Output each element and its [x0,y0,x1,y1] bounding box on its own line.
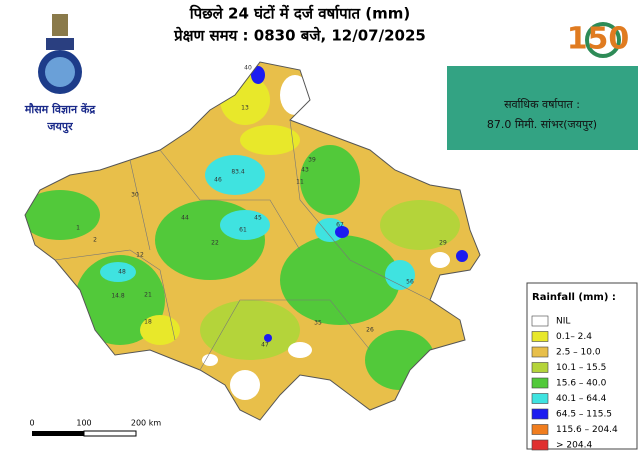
legend-label: NIL [556,317,570,327]
title: पिछले 24 घंटों में दर्ज वर्षापात (mm) [189,5,411,23]
legend-label: 64.5 – 115.5 [556,410,612,420]
legend-label: 10.1 – 15.5 [556,363,606,373]
station-value: 61 [239,227,247,234]
station-value: 22 [211,240,219,247]
station-value: 26 [366,327,374,334]
station-value: 40 [244,65,252,72]
legend-label: 40.1 – 64.4 [556,394,607,404]
legend-label: 2.5 – 10.0 [556,348,601,358]
legend-swatch [531,424,549,435]
legend-label: 0.1– 2.4 [556,332,592,342]
station-value: 83.4 [231,169,245,176]
legend-label: > 204.4 [556,441,592,451]
legend-title: Rainfall (mm) : [532,292,616,303]
station-value: 43 [301,167,309,174]
station-value: 13 [241,105,249,112]
scale-label: 200 km [131,419,161,428]
max-rainfall-box [447,66,638,150]
office-name: मौसम विज्ञान केंद्र [24,102,97,116]
legend: Rainfall (mm) : NIL 0.1– 2.4 2.5 – 10.0 10.… [526,282,638,451]
anniversary-number: 150 [567,22,630,57]
station-value: 39 [308,157,316,164]
station-value: 56 [406,279,414,286]
legend-label: 115.6 – 204.4 [556,425,618,435]
station-value: 29 [439,240,447,247]
anniversary-logo: 150 [567,22,630,58]
station-value: 45 [254,215,262,222]
station-value: 18 [144,319,152,326]
station-value: 21 [144,292,152,299]
legend-swatch [531,315,549,327]
scale-bar: 0 100 200 km [29,419,161,437]
legend-swatch [531,439,549,451]
legend-swatch [531,346,549,358]
station-value: 67 [336,222,344,229]
station-value: 47 [261,342,269,349]
max-rainfall-value: 87.0 मिमी. सांभर(जयपुर) [487,118,597,131]
scale-label: 100 [76,419,91,428]
station-value: 48 [118,269,126,276]
station-value: 30 [131,192,139,199]
legend-label: 15.6 – 40.0 [556,379,607,389]
legend-swatch [531,393,549,404]
station-value: 35 [314,320,322,327]
district-borders [54,119,431,371]
station-value: 1 [76,225,80,232]
station-value: 12 [136,252,144,259]
legend-swatch [531,331,549,342]
legend-swatch [531,377,549,389]
station-value: 44 [181,215,189,222]
legend-swatch [531,362,549,373]
state-border [24,61,481,421]
max-rainfall-label: सर्वाधिक वर्षापात : [504,98,580,111]
station-value: 11 [296,179,304,186]
station-value: 2 [93,237,97,244]
rainfall-zones [25,66,468,400]
station-value: 46 [214,177,222,184]
station-value: 14.8 [111,293,125,300]
subtitle: प्रेक्षण समय : 0830 बजे, 12/07/2025 [173,27,426,45]
scale-label: 0 [29,419,34,428]
legend-swatch [531,408,549,420]
office-city: जयपुर [46,120,73,134]
imd-emblem [38,14,82,94]
